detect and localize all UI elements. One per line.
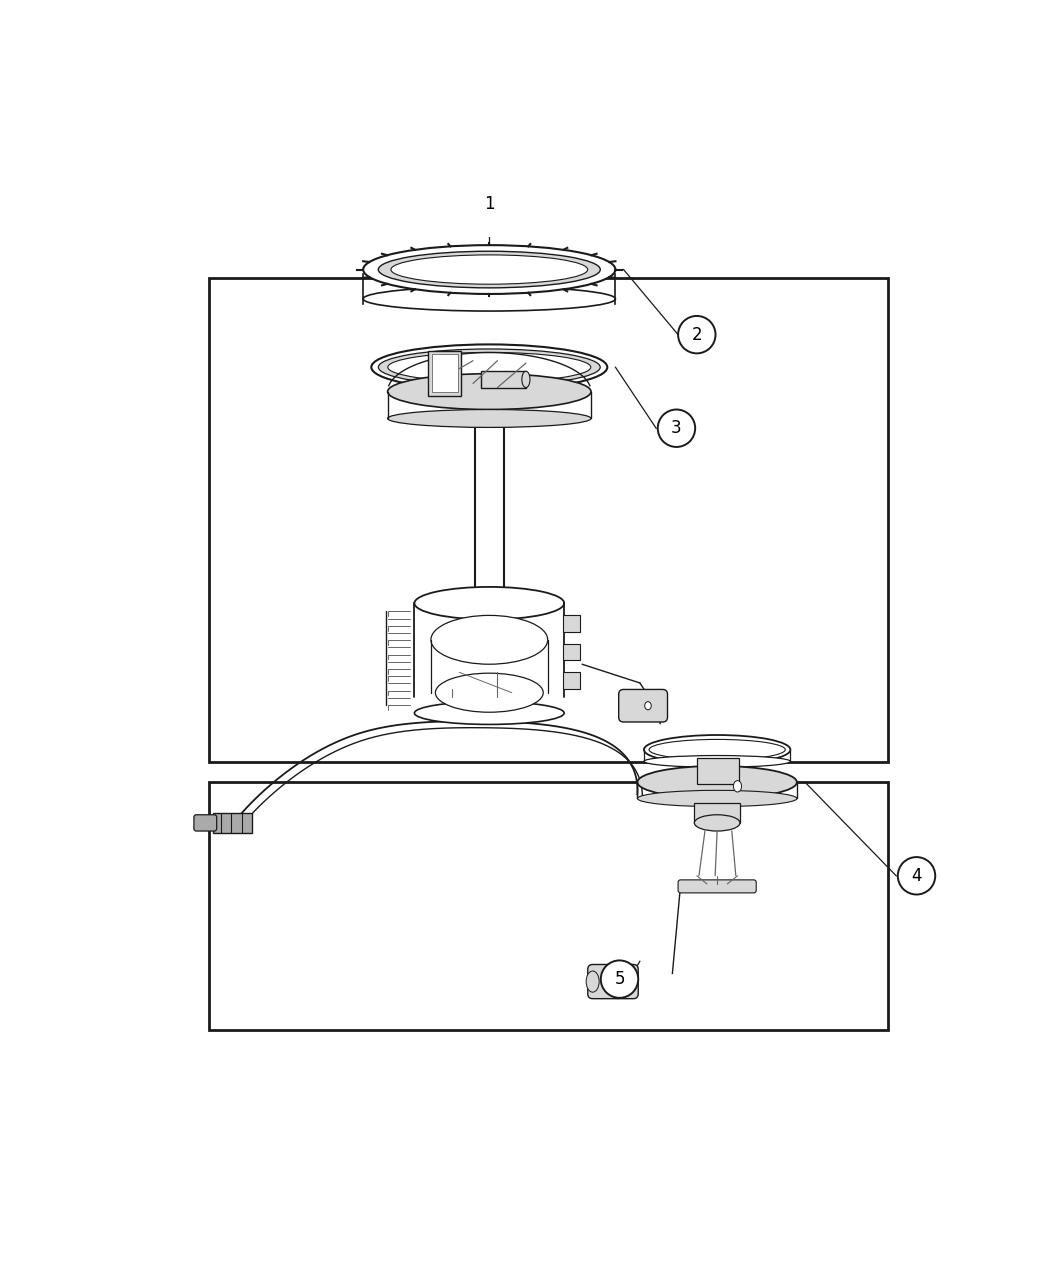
Ellipse shape (644, 734, 791, 764)
Bar (563, 672, 581, 689)
Ellipse shape (644, 756, 791, 768)
Ellipse shape (436, 673, 543, 713)
Bar (563, 644, 581, 660)
Bar (209, 783, 888, 1030)
Bar (212, 813, 252, 833)
Ellipse shape (372, 344, 607, 390)
Ellipse shape (522, 371, 530, 388)
Circle shape (678, 316, 715, 353)
Bar (694, 802, 740, 822)
Ellipse shape (645, 701, 651, 710)
Text: 3: 3 (671, 419, 681, 437)
Ellipse shape (430, 616, 548, 664)
Ellipse shape (387, 374, 591, 409)
Circle shape (898, 857, 936, 895)
Ellipse shape (387, 352, 591, 382)
Circle shape (601, 960, 638, 998)
Ellipse shape (415, 586, 564, 620)
Ellipse shape (415, 701, 564, 724)
Circle shape (657, 409, 695, 448)
Text: 5: 5 (614, 970, 625, 988)
Ellipse shape (694, 815, 740, 831)
FancyBboxPatch shape (194, 815, 216, 831)
Ellipse shape (378, 251, 601, 288)
Ellipse shape (363, 245, 615, 295)
FancyBboxPatch shape (588, 964, 638, 998)
Text: 2: 2 (692, 325, 702, 344)
Bar (481, 371, 526, 388)
Bar (432, 354, 458, 393)
Text: 4: 4 (911, 867, 922, 885)
FancyBboxPatch shape (678, 880, 756, 892)
Ellipse shape (378, 349, 601, 385)
Bar (697, 757, 739, 784)
FancyBboxPatch shape (618, 690, 668, 722)
Bar (563, 616, 581, 631)
Text: 1: 1 (484, 195, 495, 213)
Ellipse shape (637, 790, 797, 807)
Ellipse shape (733, 780, 741, 792)
Ellipse shape (637, 766, 797, 798)
Ellipse shape (387, 409, 591, 427)
Ellipse shape (586, 972, 600, 992)
Ellipse shape (391, 255, 588, 284)
Circle shape (470, 185, 508, 222)
Ellipse shape (363, 287, 615, 311)
Bar (209, 278, 888, 762)
Bar (428, 351, 461, 395)
